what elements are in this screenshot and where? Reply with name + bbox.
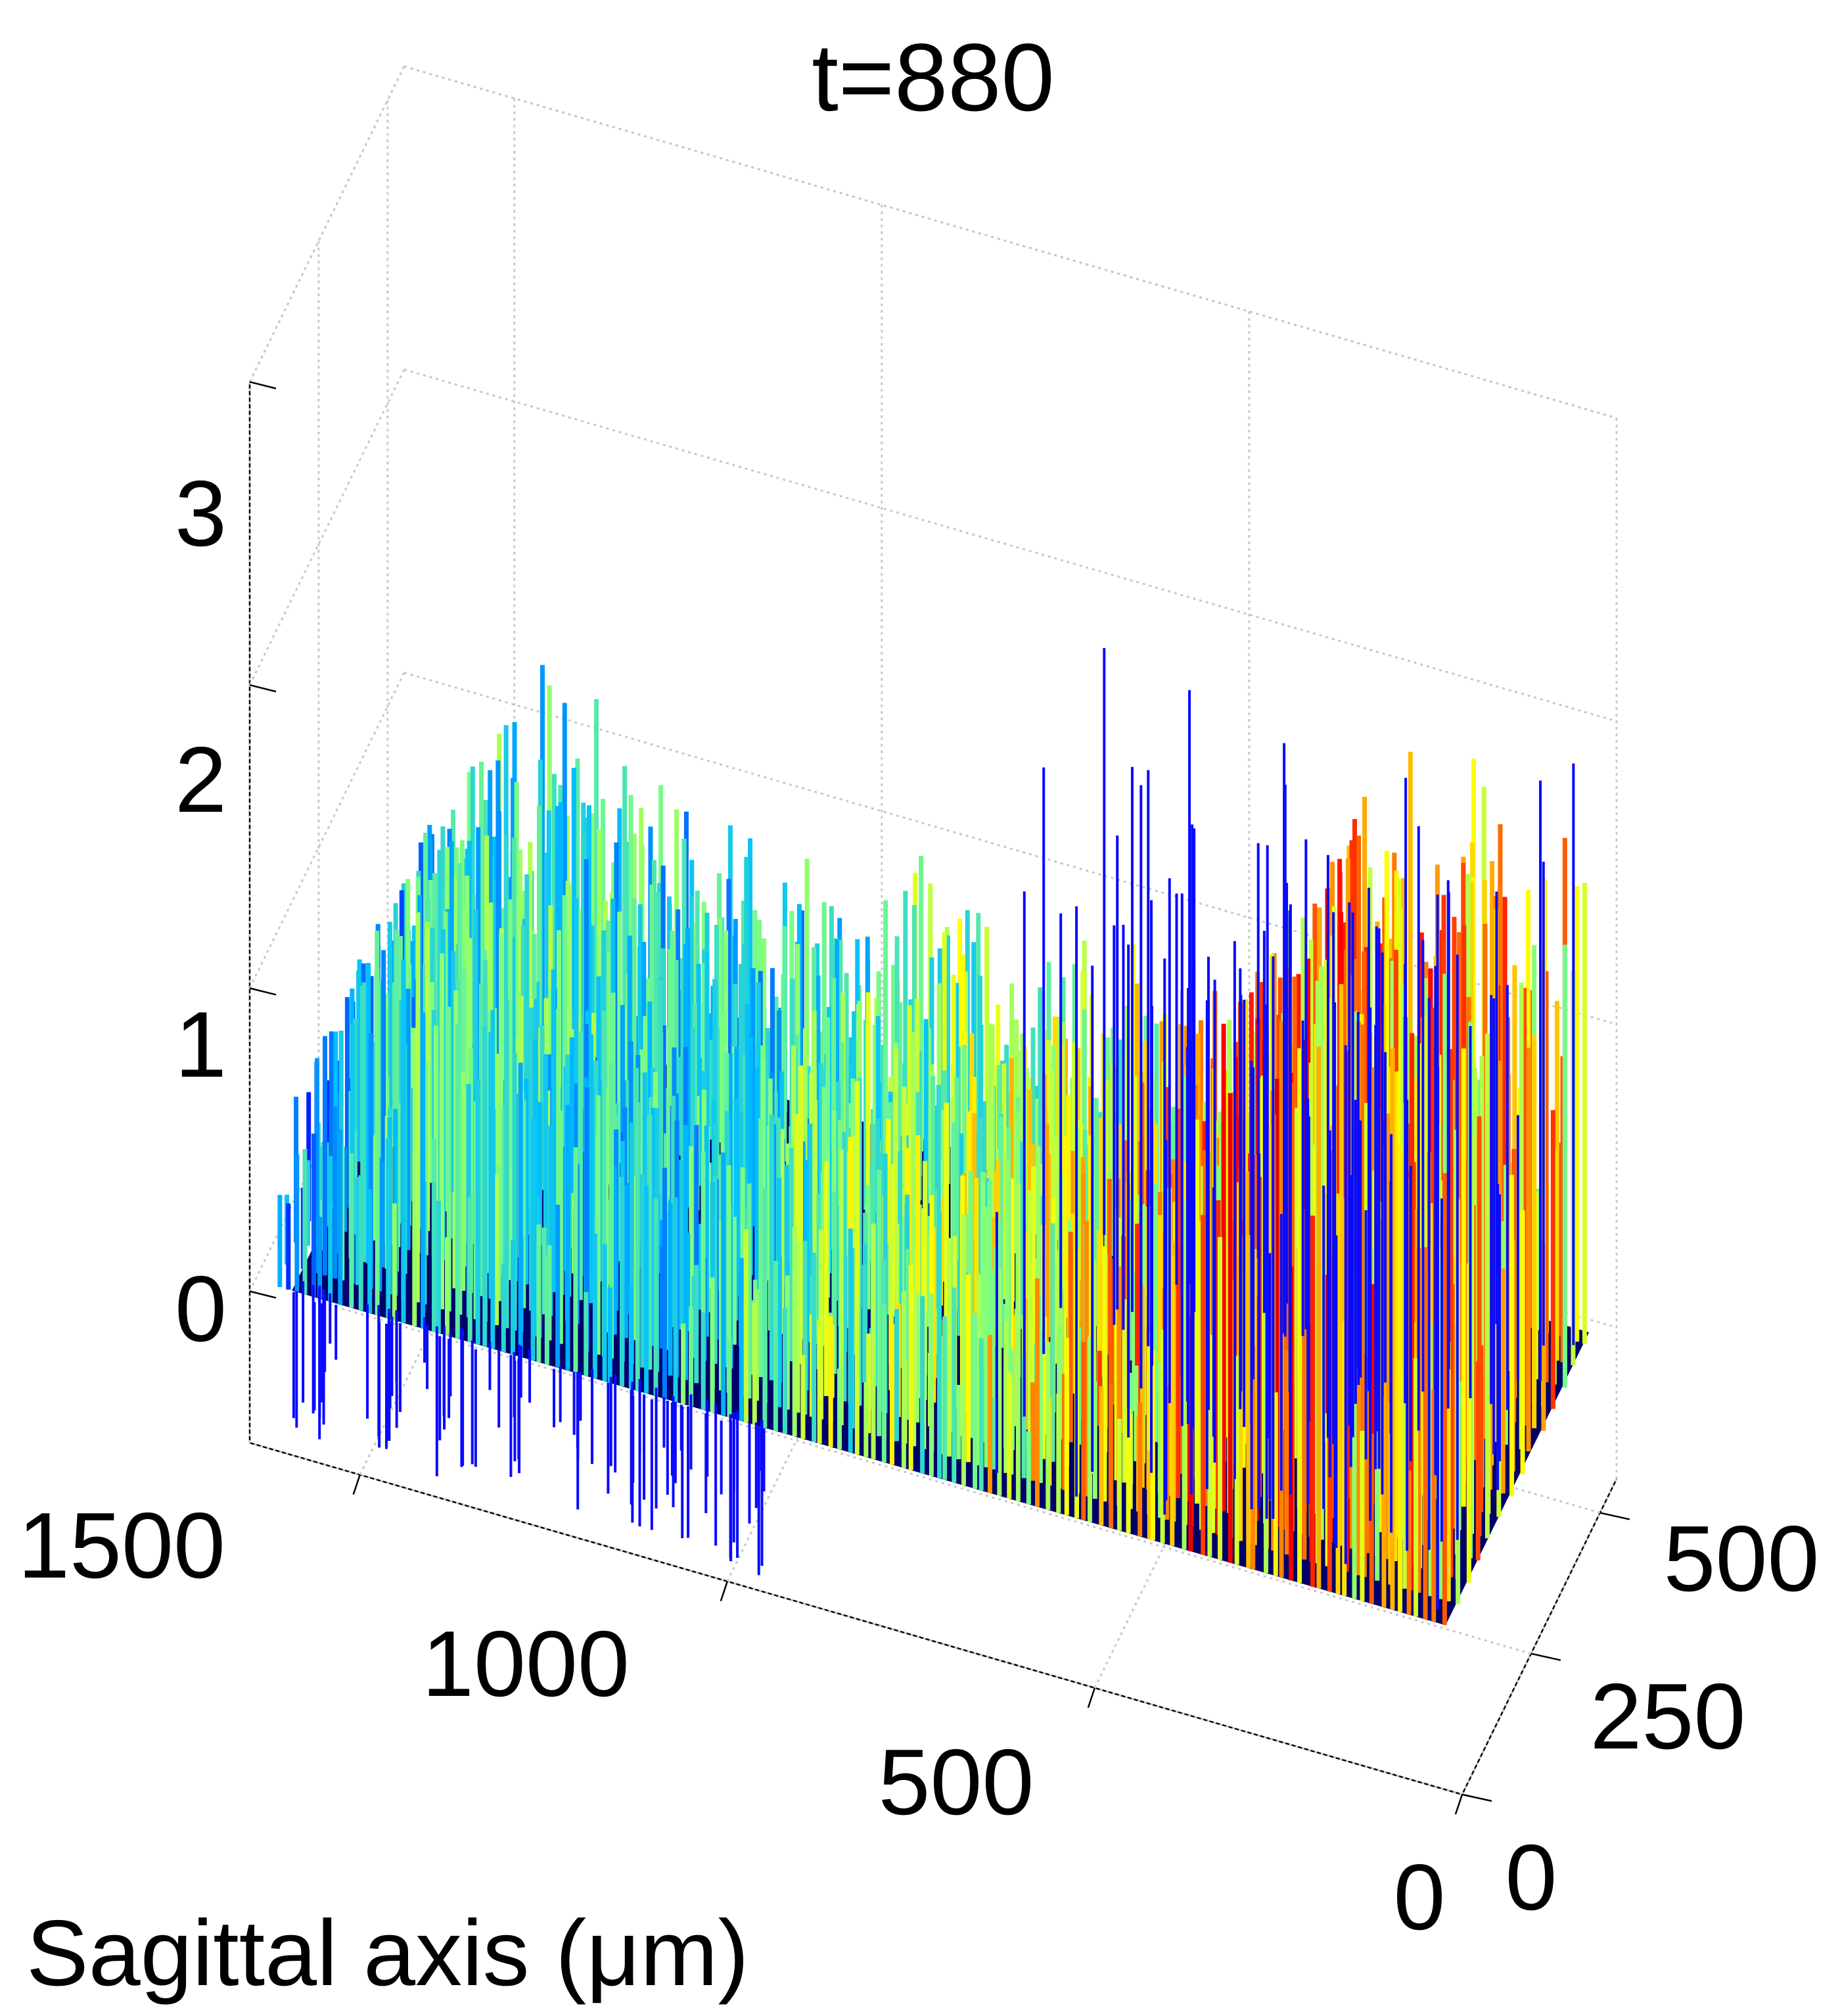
- gridline: [249, 1442, 1463, 1796]
- x-tick-label: 0: [1394, 1845, 1446, 1950]
- gridline: [403, 65, 1617, 419]
- gridline: [248, 672, 405, 989]
- z-tick-mark: [249, 987, 277, 996]
- y-tick-label: 500: [1664, 1507, 1820, 1611]
- gridline: [403, 368, 1617, 722]
- z-tick-label: 1: [175, 993, 227, 1097]
- y-axis-line: [1461, 1478, 1618, 1795]
- x-tick-mark: [1454, 1794, 1463, 1815]
- z-tick-label: 2: [175, 728, 227, 832]
- z-tick-mark: [249, 381, 277, 390]
- z-tick-label: 3: [175, 461, 227, 566]
- x-tick-mark: [720, 1581, 729, 1602]
- gridline: [248, 369, 405, 686]
- chart-title: t=880: [812, 24, 1054, 131]
- x-tick-mark: [1087, 1687, 1096, 1708]
- axis-ticks: [249, 381, 1630, 1815]
- z-tick-mark: [249, 684, 277, 693]
- z-tick-label: 0: [175, 1257, 227, 1361]
- x-tick-label: 500: [879, 1730, 1034, 1835]
- gridline: [248, 66, 405, 383]
- y-tick-label: 250: [1590, 1664, 1746, 1769]
- y-tick-mark: [1530, 1653, 1561, 1661]
- y-tick-label: 0: [1506, 1825, 1557, 1930]
- surface-spikes: [277, 647, 1590, 1626]
- gridline: [403, 671, 1617, 1025]
- x-tick-label: 1000: [422, 1612, 630, 1716]
- y-tick-mark: [1599, 1512, 1630, 1520]
- z-tick-mark: [249, 1290, 277, 1299]
- x-tick-label: 1500: [18, 1493, 225, 1598]
- x-tick-mark: [352, 1474, 361, 1495]
- y-tick-mark: [1461, 1793, 1492, 1802]
- x-axis-label: Sagittal axis (μm): [26, 1901, 749, 2005]
